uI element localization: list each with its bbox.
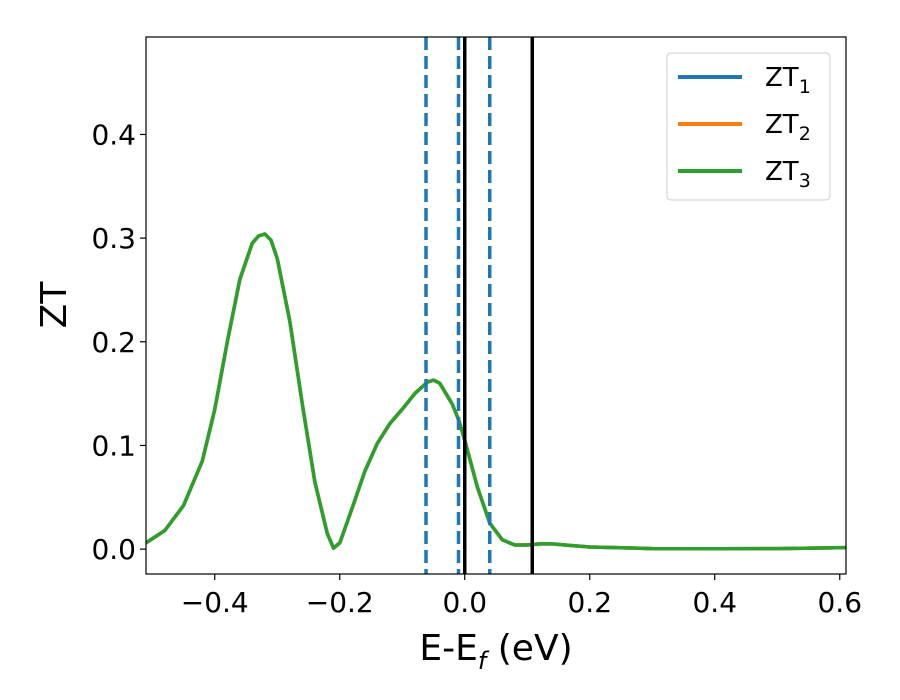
x-tick-label-0: −0.4 [181,586,249,619]
series-line-zt1 [146,232,846,551]
x-tick-label-1: −0.2 [306,586,374,619]
x-axis-label: E-Ef (eV) [419,628,572,675]
legend-label-zt1: ZT1 [765,63,811,98]
plot-frame [145,36,847,575]
legend: ZT1 ZT2 ZT3 [666,52,831,201]
x-tick-label-3: 0.2 [567,586,612,619]
legend-label-zt3: ZT3 [765,157,811,192]
legend-label-zt2: ZT2 [765,110,811,145]
y-tick-label-1: 0.1 [91,429,136,462]
legend-box [666,52,831,201]
series-line-zt3 [146,232,846,551]
y-tick-label-3: 0.3 [91,222,136,255]
y-tick-label-4: 0.4 [91,118,136,151]
y-tick-label-2: 0.2 [91,326,136,359]
x-tick-label-4: 0.4 [692,586,737,619]
x-tick-label-2: 0.0 [442,586,487,619]
x-tick-label-5: 0.6 [817,586,862,619]
y-axis: 0.0 0.1 0.2 0.3 0.4 [91,118,146,566]
series-line-zt2 [146,232,846,551]
x-axis: −0.4 −0.2 0.0 0.2 0.4 0.6 [181,574,862,619]
y-tick-label-0: 0.0 [91,533,136,566]
y-axis-label: ZT [34,281,75,329]
